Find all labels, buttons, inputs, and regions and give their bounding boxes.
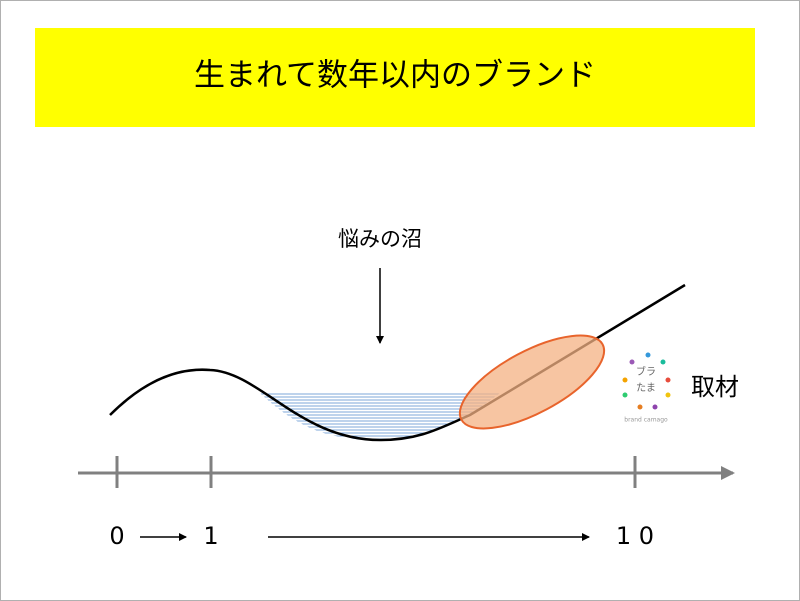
annotation: 悩みの沼 bbox=[338, 227, 422, 251]
side-label: 取材 bbox=[691, 373, 739, 401]
highlight-ellipse bbox=[458, 334, 606, 430]
growth-curve bbox=[109, 283, 686, 442]
axis-label: 1 bbox=[203, 522, 218, 550]
axis-label: 1 0 bbox=[616, 522, 654, 550]
title-banner bbox=[35, 28, 755, 127]
logo-line1: ブラ bbox=[636, 365, 656, 378]
logo-caption: brand camago bbox=[624, 417, 668, 424]
logo: ブラ たま brand camago bbox=[622, 352, 671, 424]
title: 生まれて数年以内のブランド bbox=[194, 58, 596, 94]
axis-label: 0 bbox=[109, 522, 124, 550]
logo-line2: たま bbox=[636, 382, 656, 394]
